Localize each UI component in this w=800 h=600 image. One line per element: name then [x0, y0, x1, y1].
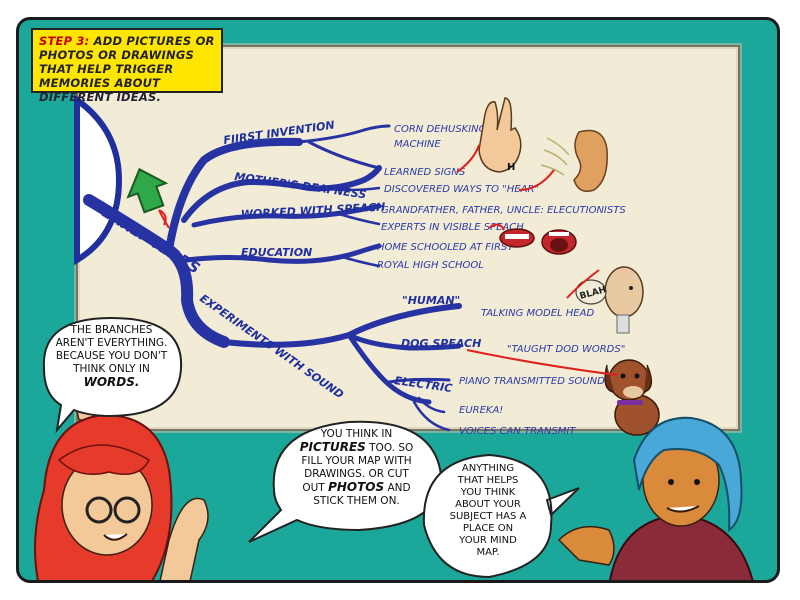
bubble-line: YOU THINK IN: [320, 428, 393, 440]
leaf-taught-dod: "TAUGHT DOD WORDS": [507, 344, 625, 355]
bubble-emphasis: WORDS.: [83, 375, 140, 389]
comic-panel: FIIRST INVENTION MOTHER'S DEAFNESS WORKE…: [16, 17, 780, 583]
bubble-text-right: ANYTHING THAT HELPS YOU THINK ABOUT YOUR…: [427, 463, 549, 559]
bubble-text-left: THE BRANCHES AREN'T EVERYTHING. BECAUSE …: [44, 324, 179, 390]
scene: FIIRST INVENTION MOTHER'S DEAFNESS WORKE…: [34, 43, 754, 580]
bubble-line: THINK ONLY IN: [73, 363, 150, 375]
green-arrow-icon: [126, 167, 169, 214]
bubble-line: AND: [387, 482, 411, 494]
leaf-talking-model: TALKING MODEL HEAD: [481, 308, 594, 319]
leaf-voices: VOICES CAN TRANSMIT: [459, 426, 576, 437]
bubble-line: STICK THEM ON.: [313, 495, 400, 507]
bubble-line: SUBJECT HAS A: [449, 511, 527, 522]
leaf-discovered-hear: DISCOVERED WAYS TO "HEAR": [384, 184, 539, 195]
leaf-home-schooled: HOME SCHOOLED AT FIRST: [377, 242, 514, 253]
bubble-emphasis: PHOTOS: [328, 480, 385, 494]
leaf-corn-line2: MACHINE: [394, 139, 441, 150]
step-caption: STEP 3: ADD PICTURES OR PHOTOS OR DRAWIN…: [31, 28, 223, 104]
leaf-royal-high: ROYAL HIGH SCHOOL: [377, 260, 484, 271]
mouth-icon: [499, 228, 577, 255]
leaf-piano: PIANO TRANSMITTED SOUND: [459, 376, 605, 387]
bubble-text-middle: YOU THINK IN PICTURES TOO. SO FILL YOUR …: [274, 428, 439, 508]
leaf-human: "HUMAN": [402, 294, 460, 307]
leaf-dog-speach: DOG SPEACH: [401, 337, 481, 350]
bubble-line: ANYTHING: [461, 463, 515, 474]
leaf-grandfather: GRANDFATHER, FATHER, UNCLE: ELECUTIONIST…: [381, 205, 626, 216]
step-label: STEP 3:: [39, 34, 90, 48]
bubble-line: THE BRANCHES: [70, 324, 153, 336]
red-arrows: [158, 144, 618, 376]
leaf-corn-line1: CORN DEHUSKING: [394, 124, 487, 135]
globe-edge: [74, 94, 123, 266]
bubble-line: YOUR MIND: [459, 535, 517, 546]
bubble-emphasis: PICTURES: [299, 440, 366, 454]
bubble-line: FILL YOUR MAP WITH: [301, 455, 412, 467]
bubble-line: MAP.: [476, 547, 500, 558]
speech-bubble-right: [422, 453, 580, 579]
mindmap-branches: [83, 124, 462, 432]
leaf-experts: EXPERTS IN VISIBLE SPEACH: [381, 222, 524, 233]
branch-education: EDUCATION: [241, 246, 312, 259]
bubble-line: PLACE ON: [462, 523, 514, 534]
step-text: ADD PICTURES OR PHOTOS OR DRAWINGS THAT …: [39, 34, 215, 104]
bubble-line: OUT: [302, 482, 325, 494]
left-character: [34, 364, 209, 580]
leaf-learned-signs: LEARNED SIGNS: [384, 167, 466, 178]
dog-icon: [604, 359, 660, 436]
bubble-line: BECAUSE YOU DON'T: [55, 350, 168, 362]
blah-bubble: BLAH: [575, 279, 607, 305]
bubble-line: DRAWINGS. OR CUT: [304, 468, 409, 480]
bubble-line: TOO. SO: [365, 442, 414, 454]
right-character: [557, 416, 754, 580]
leaf-eureka: EUREKA!: [459, 405, 503, 416]
bubble-line: THAT HELPS: [457, 475, 519, 486]
bubble-line: AREN'T EVERYTHING.: [55, 337, 168, 349]
sign-letter: H: [507, 162, 515, 173]
bubble-line: ABOUT YOUR: [455, 499, 521, 510]
bubble-line: YOU THINK: [460, 487, 516, 498]
sign-hand-icon: [478, 97, 522, 173]
speech-bubble-left: [42, 316, 183, 434]
ear-icon: [540, 129, 608, 192]
